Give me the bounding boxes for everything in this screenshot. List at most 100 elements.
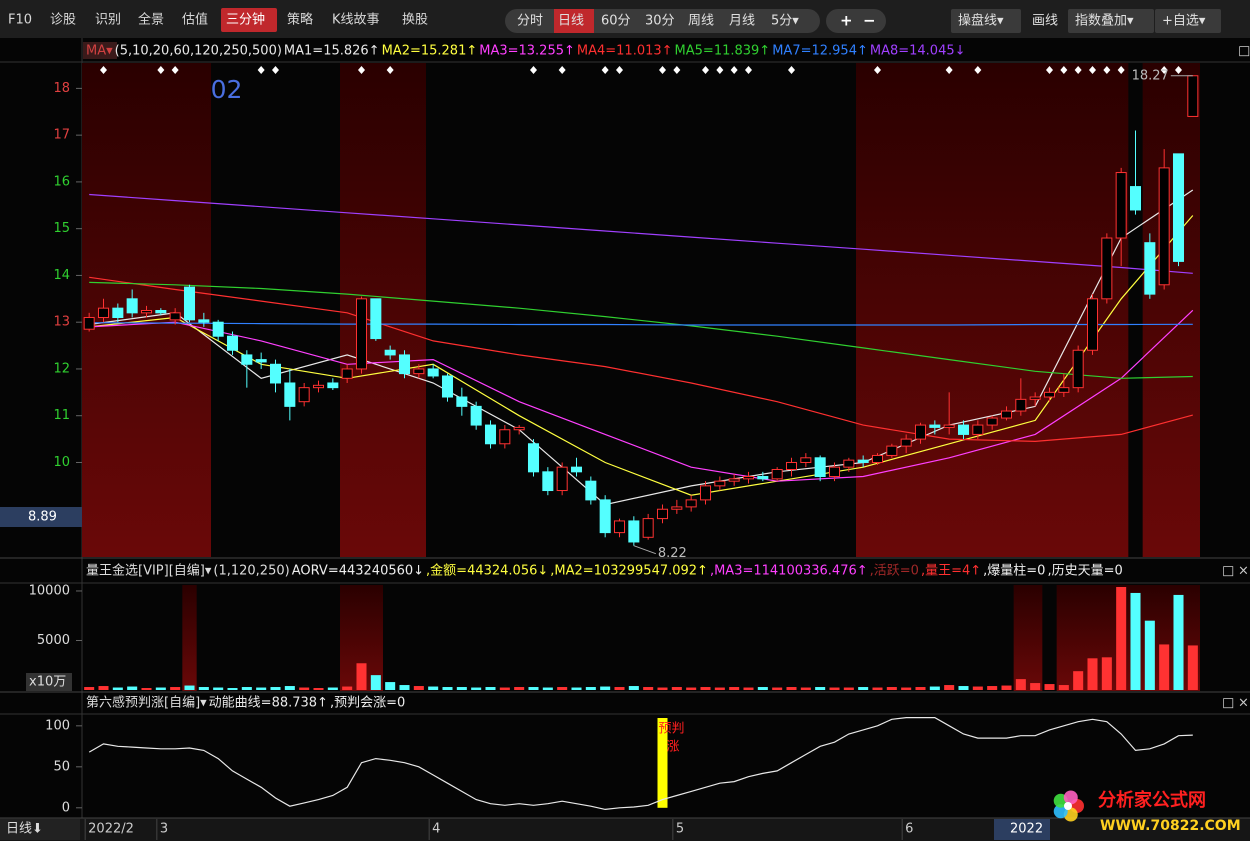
volume-bar: [1173, 594, 1184, 690]
candle-body: [441, 375, 454, 398]
signal-diamond: [788, 66, 795, 74]
period-item[interactable]: 周线: [688, 14, 714, 29]
highlight-zone: [182, 585, 197, 691]
period-item[interactable]: 月线: [729, 14, 755, 29]
volume-bar: [915, 687, 926, 690]
volume-bar: [1073, 671, 1084, 690]
volume-bar: [442, 687, 453, 690]
period-item[interactable]: 5分▾: [771, 14, 799, 29]
y-tick-label: 5000: [37, 633, 70, 648]
candle-body: [642, 518, 654, 538]
toolbar-item[interactable]: 全景: [138, 12, 164, 28]
volume-bar: [499, 687, 510, 690]
header-text: MA4=11.013↑: [577, 44, 673, 59]
logo-petal: [1053, 804, 1068, 819]
signal-diamond: [1175, 66, 1182, 74]
toolbar-item[interactable]: +自选▾: [1162, 14, 1206, 29]
signal-diamond: [171, 66, 179, 74]
candle-body: [671, 506, 683, 510]
y-tick-label: 12: [53, 361, 70, 376]
volume-bar: [127, 686, 138, 690]
volume-bar: [671, 687, 682, 690]
volume-bar: [456, 687, 467, 690]
candle-body: [628, 520, 640, 543]
zoom-button[interactable]: +: [840, 12, 853, 30]
candle-body: [1015, 398, 1027, 412]
pane-button[interactable]: ×: [1238, 696, 1249, 711]
volume-bar: [471, 687, 482, 690]
volume-bar: [1015, 679, 1026, 690]
volume-bar: [356, 663, 367, 690]
header-text: MA2=15.281↑: [382, 44, 478, 59]
toolbar-item[interactable]: 操盘线▾: [958, 13, 1004, 29]
candle-body: [742, 476, 755, 480]
toolbar-item[interactable]: 画线: [1032, 14, 1058, 29]
period-item[interactable]: 60分: [601, 14, 631, 29]
candle-body: [972, 424, 984, 435]
volume-bar: [1001, 685, 1012, 690]
toolbar-item[interactable]: 策略: [287, 12, 313, 28]
header-text: ,爆量柱=0: [983, 564, 1045, 579]
volume-bar: [542, 687, 553, 690]
candle-body: [943, 424, 955, 428]
annotation-label: 8.22: [658, 546, 687, 561]
candle-body: [527, 443, 540, 473]
pane-button[interactable]: □: [1222, 564, 1234, 579]
highlight-zone: [1142, 63, 1200, 557]
volume-bar: [901, 687, 912, 690]
candle-body: [656, 508, 669, 520]
toolbar-item[interactable]: 诊股: [50, 13, 76, 28]
candle-body: [986, 417, 998, 426]
x-tick-label: 3: [160, 822, 168, 837]
candle-body: [800, 457, 812, 463]
ma-line: [89, 322, 1193, 326]
signal-diamond: [730, 66, 738, 74]
pane-button[interactable]: □: [1238, 44, 1250, 59]
signal-diamond: [601, 66, 609, 74]
pane-button[interactable]: ×: [1238, 564, 1249, 579]
period-item[interactable]: 日线: [558, 14, 584, 29]
toolbar-item[interactable]: 识别: [95, 13, 121, 28]
date-bar-bg: [0, 818, 1250, 841]
x-tick-label: 4: [432, 822, 440, 837]
toolbar-item[interactable]: 指数叠加▾: [1075, 14, 1134, 29]
header-text: ,MA3=114100336.476↑: [710, 564, 868, 579]
candle-body: [843, 459, 855, 468]
period-item[interactable]: 分时: [517, 14, 543, 29]
volume-bar: [413, 686, 424, 690]
signal-label: 预判: [659, 722, 685, 737]
candle-body: [699, 485, 712, 501]
candle-body: [929, 424, 941, 428]
header-text: ,MA2=103299547.092↑: [550, 564, 708, 579]
y-tick-label: 13: [53, 315, 70, 330]
x-tick-label: 5: [676, 822, 684, 837]
x-tick-label: 2022/2: [88, 822, 134, 837]
candle-body: [814, 457, 826, 478]
toolbar-item[interactable]: 三分钟: [226, 12, 265, 28]
toolbar-item[interactable]: 换股: [402, 13, 428, 28]
signal-diamond: [386, 66, 394, 74]
period-item[interactable]: 30分: [645, 14, 675, 29]
header-text: (1,120,250): [213, 564, 289, 579]
toolbar-button-bg: [951, 9, 1021, 33]
candle-body: [757, 476, 769, 480]
header-text: 第六感预判涨[自编]▾: [86, 695, 207, 711]
zoom-button[interactable]: −: [863, 12, 876, 30]
volume-bar: [1087, 658, 1098, 690]
candle-body: [155, 310, 167, 314]
candle-body: [355, 298, 368, 370]
toolbar-item[interactable]: 估值: [182, 12, 208, 28]
pane-button[interactable]: □: [1222, 696, 1234, 711]
volume-bar: [528, 687, 539, 690]
header-text: MA▾: [86, 44, 113, 59]
toolbar-item[interactable]: K线故事: [332, 13, 380, 28]
toolbar-item[interactable]: F10: [8, 13, 32, 28]
period-label[interactable]: 日线⬇: [6, 822, 43, 837]
volume-bar: [614, 687, 625, 690]
volume-bar: [112, 687, 123, 690]
header-text: ,历史天量=0: [1047, 564, 1122, 579]
unit-label-bg: [26, 673, 72, 691]
header-text: MA5=11.839↑: [675, 44, 771, 59]
volume-bar: [428, 686, 439, 690]
